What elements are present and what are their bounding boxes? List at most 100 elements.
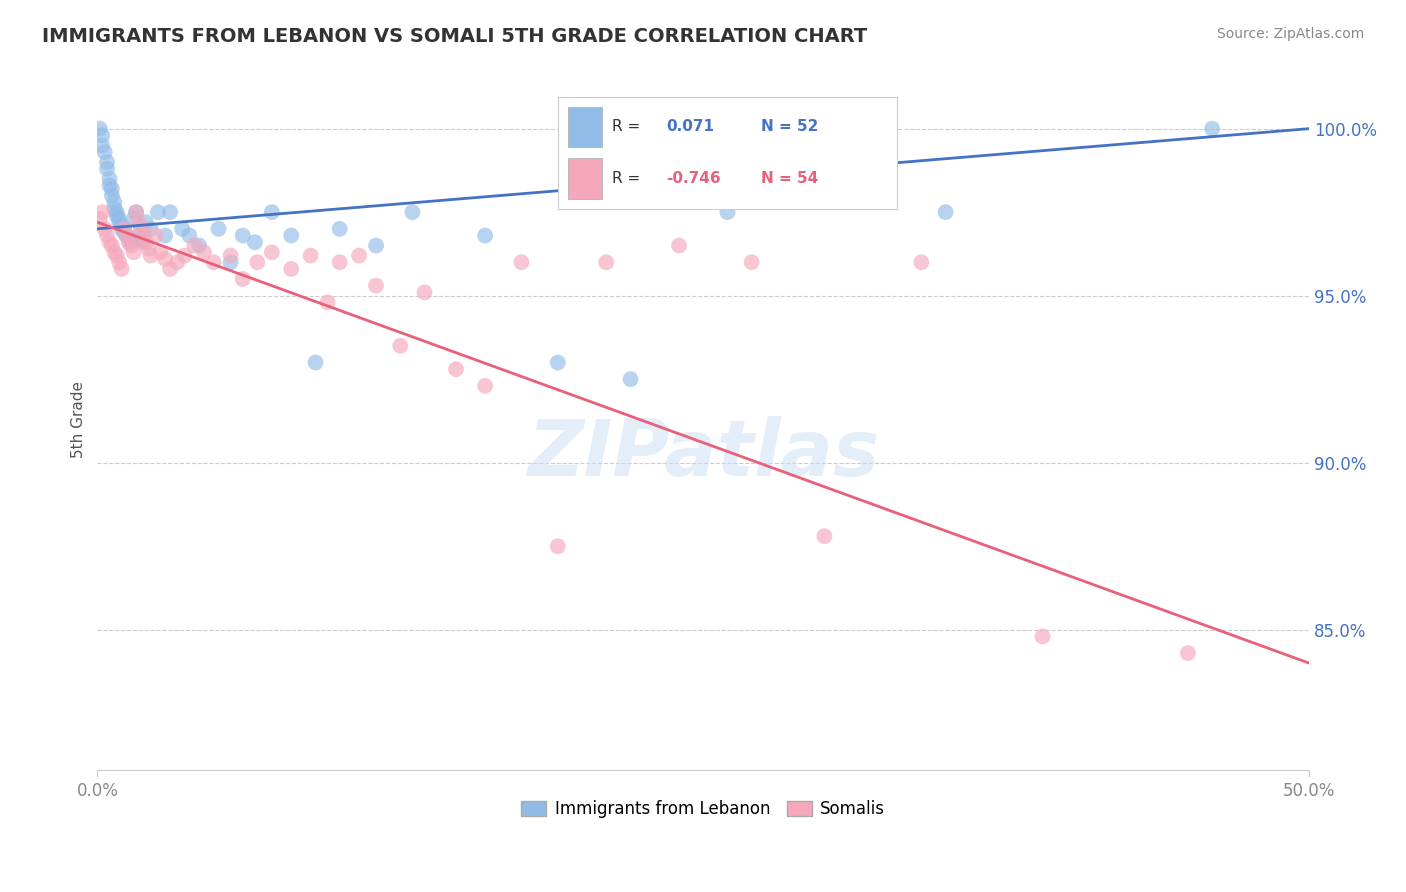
Point [219, 249, 242, 263]
Point [155, 252, 177, 266]
Point [103, 245, 125, 260]
Point [347, 249, 370, 263]
Point [115, 228, 138, 243]
Point [110, 262, 132, 277]
Point [108, 255, 131, 269]
Point [413, 285, 436, 300]
Point [172, 222, 194, 236]
Point [110, 222, 132, 236]
Point [125, 205, 148, 219]
Point [188, 238, 211, 252]
Point [1031, 629, 1053, 643]
Point [444, 362, 467, 376]
Point [135, 215, 157, 229]
Point [96, 228, 118, 243]
Point [280, 228, 302, 243]
Point [329, 222, 352, 236]
Point [122, 211, 145, 226]
Point [139, 249, 162, 263]
Point [93, 222, 115, 236]
Y-axis label: 5th Grade: 5th Grade [72, 381, 86, 458]
Point [118, 232, 141, 246]
Point [96, 161, 118, 176]
Point [139, 222, 162, 236]
Point [91, 205, 114, 219]
Point [89, 121, 111, 136]
Point [129, 222, 152, 236]
Point [132, 228, 155, 243]
Point [98, 178, 121, 193]
Point [935, 205, 957, 219]
Point [741, 255, 763, 269]
Point [474, 228, 496, 243]
Point [389, 339, 412, 353]
Point [207, 222, 229, 236]
Point [183, 238, 205, 252]
Point [510, 255, 533, 269]
Point [474, 379, 496, 393]
Point [1201, 121, 1223, 136]
Point [128, 215, 150, 229]
Point [132, 235, 155, 250]
Point [595, 255, 617, 269]
Point [547, 539, 569, 553]
Point [401, 205, 423, 219]
Point [364, 278, 387, 293]
Point [813, 529, 835, 543]
Point [105, 205, 128, 219]
Point [166, 255, 188, 269]
Point [299, 249, 322, 263]
Point [98, 235, 121, 250]
Point [145, 228, 167, 243]
Point [96, 155, 118, 169]
Point [193, 245, 215, 260]
Point [120, 235, 142, 250]
Point [316, 295, 339, 310]
Point [110, 219, 132, 233]
Point [101, 188, 124, 202]
Point [246, 255, 269, 269]
Point [329, 255, 352, 269]
Point [159, 262, 181, 277]
Point [280, 262, 302, 277]
Text: ZIPatlas: ZIPatlas [527, 417, 879, 492]
Point [260, 205, 283, 219]
Point [91, 138, 114, 153]
Point [202, 255, 225, 269]
Point [243, 235, 266, 250]
Text: IMMIGRANTS FROM LEBANON VS SOMALI 5TH GRADE CORRELATION CHART: IMMIGRANTS FROM LEBANON VS SOMALI 5TH GR… [42, 27, 868, 45]
Point [101, 182, 124, 196]
Point [668, 238, 690, 252]
Point [108, 211, 131, 226]
Point [105, 249, 128, 263]
Point [364, 238, 387, 252]
Legend: Immigrants from Lebanon, Somalis: Immigrants from Lebanon, Somalis [515, 794, 891, 825]
Point [108, 215, 131, 229]
Point [219, 255, 242, 269]
Point [135, 235, 157, 250]
Point [120, 238, 142, 252]
Point [232, 272, 254, 286]
Point [232, 228, 254, 243]
Point [105, 209, 128, 223]
Point [1177, 646, 1199, 660]
Point [716, 205, 738, 219]
Point [128, 228, 150, 243]
Point [118, 235, 141, 250]
Point [125, 205, 148, 219]
Point [89, 211, 111, 226]
Point [159, 205, 181, 219]
Point [93, 145, 115, 159]
Point [547, 355, 569, 369]
Point [101, 238, 124, 252]
Point [179, 228, 201, 243]
Point [91, 128, 114, 143]
Point [122, 245, 145, 260]
Point [146, 205, 169, 219]
Point [155, 228, 177, 243]
Point [149, 245, 172, 260]
Point [129, 232, 152, 246]
Point [103, 195, 125, 210]
Point [112, 222, 135, 236]
Point [304, 355, 326, 369]
